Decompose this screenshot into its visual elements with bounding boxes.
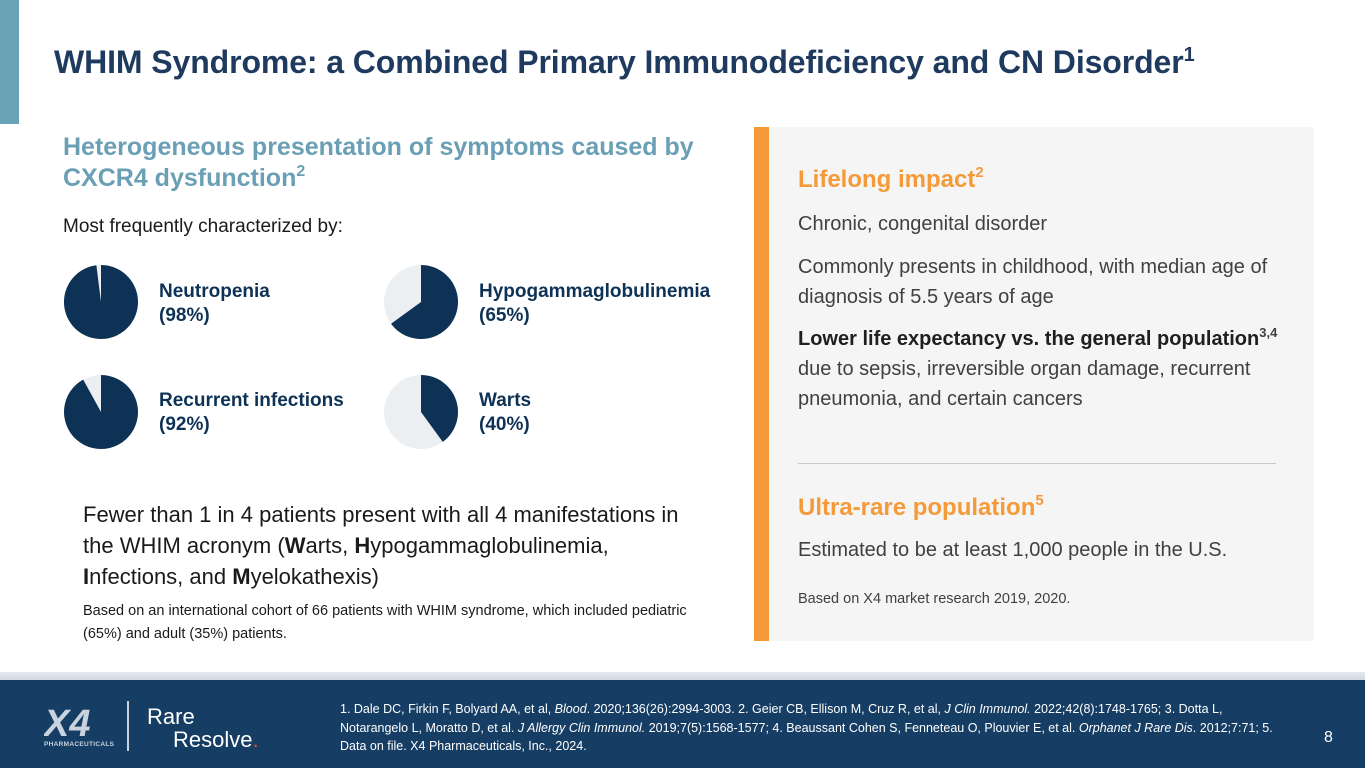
title-accent-bar — [0, 0, 19, 124]
slide-title: WHIM Syndrome: a Combined Primary Immuno… — [54, 44, 1195, 80]
warts-percent: (40%) — [479, 414, 530, 435]
hypogammaglobulinemia-pie-slice — [391, 265, 459, 339]
logo-divider — [127, 701, 129, 751]
rare-resolve-logo-rare: Rare — [147, 704, 195, 729]
footer-shadow — [0, 672, 1365, 680]
hypogammaglobulinemia-percent: (65%) — [479, 305, 530, 326]
life-expectancy-text: Lower life expectancy vs. the general po… — [798, 325, 1278, 410]
x4-logo-subtext: PHARMACEUTICALS — [44, 741, 115, 748]
impact-panel-accent-bar — [754, 127, 769, 641]
neutropenia-pie-slice — [63, 265, 138, 339]
recurrent-infections-name: Recurrent infections — [159, 390, 344, 411]
recurrent-infections-percent: (92%) — [159, 414, 210, 435]
lifelong-impact-heading: Lifelong impact2 — [798, 164, 984, 193]
recurrent-infections-label: Recurrent infections (92%) — [159, 389, 344, 437]
neutropenia-pie-chart — [63, 264, 139, 340]
cohort-note: Based on an international cohort of 66 p… — [83, 603, 687, 642]
x4-logo: X4 — [44, 704, 90, 740]
neutropenia-label: Neutropenia (98%) — [159, 280, 270, 328]
chronic-disorder-text: Chronic, congenital disorder — [798, 213, 1048, 235]
symptoms-heading: Heterogeneous presentation of symptoms c… — [63, 133, 694, 192]
market-research-note: Based on X4 market research 2019, 2020. — [798, 591, 1071, 607]
page-number: 8 — [1324, 729, 1333, 746]
neutropenia-percent: (98%) — [159, 305, 210, 326]
whim-acronym-summary: Fewer than 1 in 4 patients present with … — [83, 502, 679, 589]
impact-panel — [754, 127, 1314, 641]
childhood-diagnosis-text: Commonly presents in childhood, with med… — [798, 256, 1268, 308]
hypogammaglobulinemia-label: Hypogammaglobulinemia (65%) — [479, 280, 710, 328]
population-estimate-text: Estimated to be at least 1,000 people in… — [798, 539, 1228, 561]
recurrent-infections-pie-chart — [63, 374, 139, 450]
warts-pie-chart — [383, 374, 459, 450]
warts-name: Warts — [479, 390, 532, 411]
x4-logo-text: X4 — [44, 704, 90, 740]
neutropenia-name: Neutropenia — [159, 281, 270, 302]
symptoms-subheading: Most frequently characterized by: — [63, 216, 343, 237]
hypogammaglobulinemia-name: Hypogammaglobulinemia — [479, 281, 711, 302]
hypogammaglobulinemia-pie-chart — [383, 264, 459, 340]
recurrent-infections-pie-slice — [64, 375, 139, 449]
rare-resolve-logo-resolve: Resolve. — [173, 727, 259, 752]
warts-pie-slice — [421, 375, 458, 442]
ultra-rare-heading: Ultra-rare population5 — [798, 492, 1044, 521]
footer-bar — [0, 680, 1365, 768]
panel-divider — [798, 463, 1276, 464]
references: 1. Dale DC, Firkin F, Bolyard AA, et al,… — [340, 702, 1273, 753]
warts-label: Warts (40%) — [479, 389, 531, 437]
